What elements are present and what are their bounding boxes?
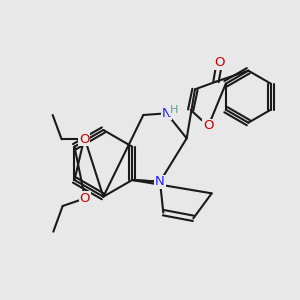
Text: N: N <box>162 107 172 120</box>
Text: O: O <box>80 192 90 205</box>
Text: O: O <box>79 133 89 146</box>
Text: O: O <box>203 119 214 133</box>
Text: H: H <box>170 105 178 115</box>
Text: N: N <box>155 175 165 188</box>
Text: O: O <box>214 56 225 69</box>
